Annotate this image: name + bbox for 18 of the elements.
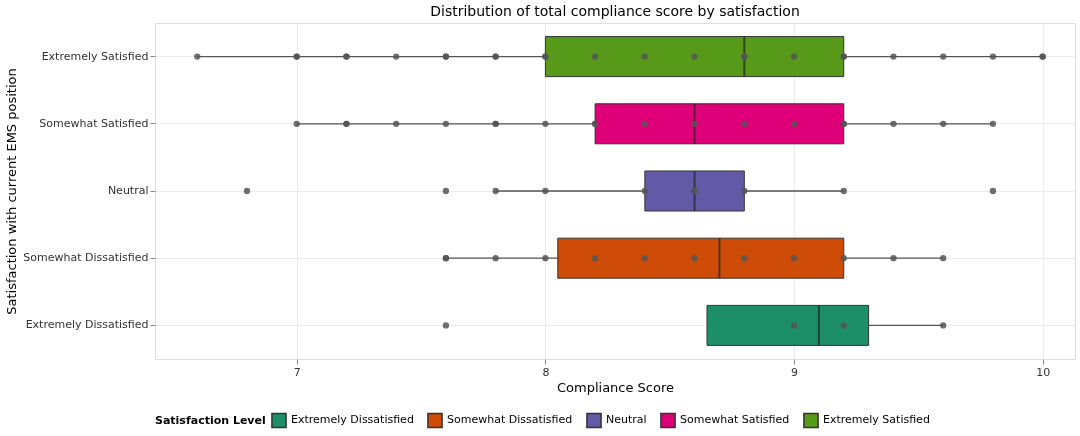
x-tick-label: 7 [293,365,301,379]
y-tick-label: Extremely Dissatisfied [25,318,149,332]
legend-label: Somewhat Dissatisfied [447,413,573,427]
legend-label: Extremely Satisfied [823,413,930,427]
y-tick-label: Somewhat Dissatisfied [23,251,149,265]
x-axis-title: Compliance Score [556,379,675,395]
y-tick-label: Extremely Satisfied [41,49,149,63]
y-axis-title: Satisfaction with current EMS position [4,68,20,315]
x-tick-label: 8 [542,365,550,379]
x-tick-label: 10 [1036,365,1051,379]
legend-label: Neutral [606,413,647,427]
legend-label: Somewhat Satisfied [680,413,790,427]
y-tick-label: Somewhat Satisfied [39,116,149,130]
y-tick-label: Neutral [107,184,149,197]
legend-label: Extremely Dissatisfied [291,413,414,427]
legend-title: Satisfaction Level [155,414,266,427]
x-tick-label: 9 [791,365,799,379]
chart-title: Distribution of total compliance score by satisfaction [430,3,800,19]
